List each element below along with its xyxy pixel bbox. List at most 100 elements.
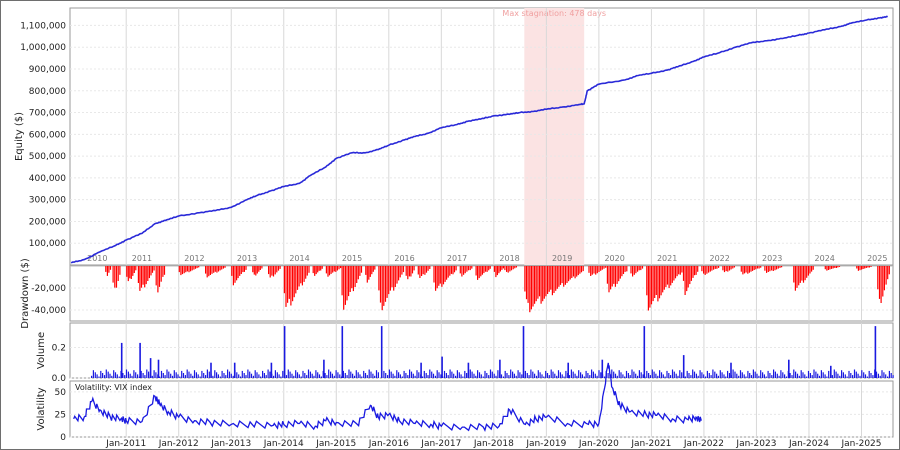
volume-bar bbox=[350, 371, 352, 378]
drawdown-bar bbox=[419, 266, 421, 278]
drawdown-bar bbox=[498, 266, 500, 274]
drawdown-bar bbox=[486, 266, 488, 272]
drawdown-bar bbox=[449, 266, 451, 276]
volume-bar bbox=[425, 373, 427, 378]
drawdown-bar bbox=[564, 266, 566, 285]
drawdown-bar bbox=[681, 266, 683, 273]
volume-bar bbox=[469, 369, 471, 378]
drawdown-bar bbox=[439, 266, 441, 284]
volume-spike bbox=[874, 326, 877, 378]
volatility-line bbox=[73, 362, 702, 432]
drawdown-bar bbox=[162, 266, 164, 277]
volume-bar bbox=[664, 376, 666, 378]
volume-bar bbox=[585, 370, 587, 378]
volume-bar bbox=[657, 375, 659, 378]
drawdown-bar bbox=[733, 266, 735, 268]
drawdown-bar bbox=[496, 266, 498, 276]
volume-bar bbox=[734, 371, 736, 378]
drawdown-bar bbox=[837, 266, 839, 268]
x-tick-label: Jan-2025 bbox=[840, 439, 881, 449]
volume-spike bbox=[323, 359, 325, 378]
drawdown-bar bbox=[133, 266, 135, 273]
volume-bar bbox=[342, 370, 344, 378]
x-tick-label: Jan-2023 bbox=[735, 439, 776, 449]
drawdown-bar bbox=[799, 266, 801, 283]
volume-bar bbox=[695, 373, 697, 378]
drawdown-bar bbox=[859, 266, 861, 271]
volume-bar bbox=[182, 373, 185, 378]
drawdown-bar bbox=[530, 266, 532, 310]
drawdown-bar bbox=[349, 266, 351, 292]
drawdown-bar bbox=[402, 266, 405, 273]
drawdown-bar bbox=[655, 266, 657, 295]
volume-bar bbox=[653, 371, 655, 378]
drawdown-bar bbox=[137, 266, 139, 283]
drawdown-bar bbox=[475, 266, 477, 276]
x-tick-label: Jan-2018 bbox=[473, 439, 514, 449]
volume-bar bbox=[225, 375, 227, 378]
drawdown-bar bbox=[652, 266, 654, 302]
drawdown-bar bbox=[826, 266, 828, 271]
volume-bar bbox=[302, 370, 304, 378]
drawdown-bar bbox=[760, 266, 762, 268]
volume-bar bbox=[699, 370, 701, 378]
volume-bar bbox=[335, 370, 337, 378]
x-tick-label: Jan-2017 bbox=[420, 439, 461, 449]
drawdown-bar bbox=[540, 266, 542, 304]
volume-bar bbox=[817, 373, 819, 378]
drawdown-bar bbox=[725, 266, 727, 272]
drawdown-bar bbox=[234, 266, 236, 283]
volume-bar bbox=[815, 371, 817, 378]
drawdown-bar bbox=[108, 266, 110, 273]
drawdown-bar bbox=[674, 266, 677, 279]
x-tick-label: Jan-2016 bbox=[368, 439, 409, 449]
volume-bar bbox=[412, 373, 414, 378]
drawdown-bar bbox=[478, 266, 480, 279]
drawdown-bar bbox=[303, 266, 305, 282]
drawdown-bar bbox=[769, 266, 771, 272]
drawdown-bar bbox=[568, 266, 570, 282]
volume-bar bbox=[877, 373, 879, 378]
volume-bar bbox=[765, 376, 767, 378]
drawdown-bar bbox=[365, 266, 367, 275]
drawdown-bar bbox=[183, 266, 185, 274]
drawdown-bar bbox=[145, 266, 147, 285]
volume-bar bbox=[155, 372, 157, 378]
volume-bar bbox=[197, 374, 199, 378]
volume-bar bbox=[260, 376, 262, 378]
drawdown-bar bbox=[538, 266, 541, 297]
volume-bar bbox=[539, 372, 541, 378]
volume-bar bbox=[249, 371, 251, 378]
drawdown-bar bbox=[352, 266, 354, 292]
drawdown-bar bbox=[292, 266, 294, 302]
stagnation-band bbox=[524, 8, 585, 265]
drawdown-bar bbox=[359, 266, 361, 276]
drawdown-bar bbox=[730, 266, 732, 270]
volume-bar bbox=[124, 375, 126, 378]
volume-bar bbox=[506, 373, 508, 378]
volume-bar bbox=[96, 374, 98, 378]
drawdown-bar bbox=[613, 266, 615, 284]
volume-bar bbox=[181, 370, 183, 378]
drawdown-bar bbox=[556, 266, 558, 289]
drawdown-bar bbox=[708, 266, 710, 273]
volume-bar bbox=[864, 374, 867, 378]
volume-bar bbox=[375, 370, 378, 378]
drawdown-bar bbox=[684, 266, 686, 295]
volume-bar bbox=[445, 373, 447, 378]
drawdown-bar bbox=[422, 266, 424, 275]
volume-bar bbox=[701, 372, 703, 378]
volume-bar bbox=[892, 375, 894, 378]
drawdown-bar bbox=[217, 266, 220, 272]
drawdown-bar bbox=[504, 266, 506, 271]
drawdown-bar bbox=[305, 266, 307, 279]
volume-spike bbox=[441, 356, 443, 378]
drawdown-bar bbox=[616, 266, 618, 284]
drawdown-bar bbox=[188, 266, 190, 273]
drawdown-bar bbox=[665, 266, 667, 288]
drawdown-bar bbox=[679, 266, 681, 275]
drawdown-bar bbox=[534, 266, 536, 304]
volume-spike bbox=[380, 326, 383, 378]
volume-bar bbox=[638, 370, 640, 378]
x-tick-label: Jan-2021 bbox=[630, 439, 671, 449]
